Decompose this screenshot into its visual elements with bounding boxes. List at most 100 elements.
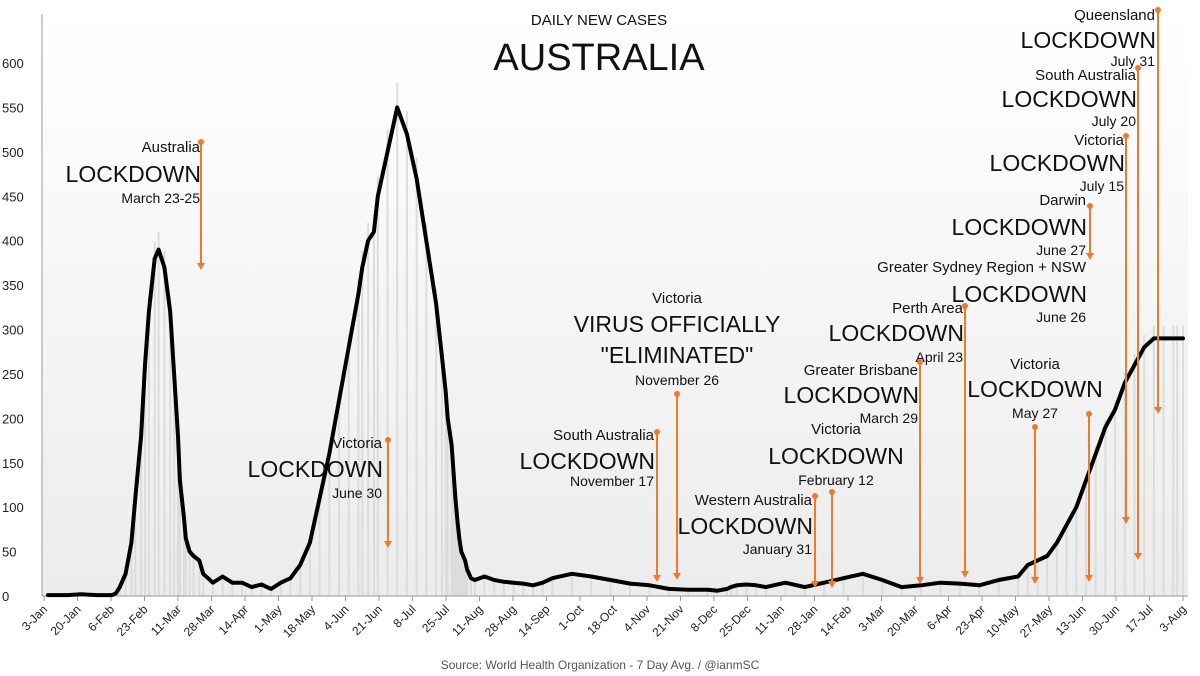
daily-bar (231, 582, 234, 596)
daily-bar (1026, 563, 1029, 596)
daily-bar (452, 465, 455, 596)
daily-bar (648, 584, 651, 596)
daily-bar (192, 554, 195, 596)
daily-bar (755, 584, 758, 596)
daily-bar (270, 588, 273, 596)
annotation-date: May 27 (1012, 405, 1058, 421)
annotation-arrow (653, 429, 661, 582)
daily-bar (250, 586, 253, 596)
daily-bar (716, 590, 719, 596)
daily-bar (729, 586, 732, 596)
daily-bar (444, 381, 447, 596)
y-tick-label: 450 (2, 189, 24, 204)
annotation-label: LOCKDOWN (952, 214, 1087, 240)
x-tick-label: 14-Sep (515, 602, 552, 639)
daily-bar (124, 572, 127, 596)
x-tick-label: 3-Aug (1157, 602, 1190, 635)
daily-bar (483, 575, 486, 596)
daily-bar (522, 582, 525, 596)
daily-bar (361, 250, 364, 596)
annotation-arrow (1085, 411, 1093, 582)
daily-bar (118, 586, 121, 596)
daily-bar (1104, 418, 1107, 596)
daily-bar (157, 232, 160, 596)
annotation-arrow (811, 493, 819, 588)
annotation-arrow (197, 139, 205, 270)
annotation-place: Greater Brisbane (804, 362, 918, 379)
annotation-place: South Australia (1035, 67, 1137, 84)
y-axis: 0 50 100 150 200 250 300 350 400 450 500 550 600 (2, 14, 43, 604)
annotation-date: November 26 (635, 372, 719, 388)
arrow-head (1031, 577, 1039, 584)
x-tick-label: 8-Dec (688, 602, 721, 635)
daily-bar (1065, 521, 1068, 596)
daily-bar (784, 582, 787, 596)
daily-bar (1152, 325, 1155, 596)
annotation: Greater Brisbane LOCKDOWN March 29 (784, 362, 919, 426)
daily-bar (1075, 502, 1078, 596)
arrow-head (828, 581, 836, 588)
x-tick-label: 6-Apr (924, 602, 955, 633)
annotation-label: LOCKDOWN (1002, 86, 1137, 112)
daily-bar (440, 344, 443, 596)
daily-bar (173, 362, 176, 596)
annotation-place: Victoria (652, 290, 702, 307)
daily-bar (182, 512, 185, 596)
annotation-arrow (1031, 424, 1039, 584)
annotation-date: July 31 (1111, 53, 1156, 69)
x-tick-label: 23-Apr (953, 602, 988, 637)
daily-bar (1176, 325, 1179, 596)
daily-bar (405, 110, 408, 597)
annotation: Darwin LOCKDOWN June 27 (952, 192, 1087, 258)
daily-bar (289, 577, 292, 596)
x-tick-label: 18-Oct (584, 602, 620, 638)
daily-bar (1182, 325, 1184, 596)
daily-bar (1114, 400, 1117, 596)
daily-bar (347, 334, 350, 596)
daily-bar (745, 583, 748, 596)
arrow-head (384, 541, 392, 548)
x-tick-label: 20-Mar (884, 602, 921, 639)
annotation-label: LOCKDOWN (967, 376, 1102, 402)
x-tick-label: 8-Jul (390, 602, 418, 630)
x-tick-label: 11-Mar (148, 602, 184, 638)
daily-bar (1172, 325, 1175, 596)
daily-bar (1046, 554, 1049, 596)
y-tick-label: 550 (2, 100, 24, 115)
daily-bar (861, 572, 864, 596)
x-tick-label: 27-May (1017, 602, 1055, 640)
annotation-place: Perth Area (892, 300, 964, 317)
source-note: Source: World Health Organization - 7 Da… (441, 658, 760, 672)
daily-bar (464, 558, 467, 596)
daily-bar (456, 516, 459, 596)
daily-bar (241, 582, 244, 596)
daily-bar (629, 582, 632, 596)
arrow-head (1134, 553, 1142, 560)
daily-bar (1084, 474, 1087, 596)
annotation: Australia LOCKDOWN March 23-25 (66, 139, 201, 206)
annotation-date: June 26 (1036, 309, 1086, 325)
y-tick-label: 500 (2, 145, 24, 160)
x-tick-label: 25-Jul (419, 602, 452, 635)
arrow-head (1154, 407, 1162, 414)
daily-bar (687, 589, 690, 596)
x-tick-label: 28-Mar (181, 602, 218, 639)
daily-bar (1162, 325, 1165, 596)
daily-bar (462, 554, 465, 596)
annotation-label: LOCKDOWN (990, 150, 1125, 176)
x-tick-label: 1-Oct (555, 602, 586, 633)
daily-bar (198, 558, 201, 596)
x-tick-label: 28-Aug (482, 602, 519, 639)
series-line (46, 105, 1185, 598)
annotation-label: LOCKDOWN (248, 456, 383, 482)
x-tick-label: 20-Jan (48, 602, 84, 638)
daily-bar (900, 586, 903, 596)
daily-bar (493, 579, 496, 596)
x-tick-label: 3-Jan (19, 602, 50, 633)
daily-bar (338, 390, 341, 596)
daily-bar (958, 582, 961, 596)
daily-bar (939, 582, 942, 596)
annotation-date: March 29 (860, 410, 919, 426)
y-tick-label: 250 (2, 367, 24, 382)
